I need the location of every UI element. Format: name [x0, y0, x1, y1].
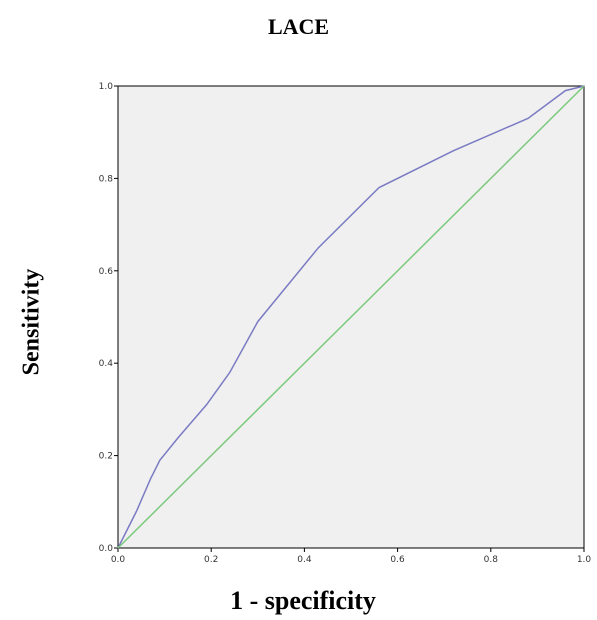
- y-tick-label: 0.0: [99, 544, 114, 554]
- ticks-group: 0.0 0.2 0.4 0.6 0.8 1.0 0.0 0.2 0.4 0.6 0.8 1.0: [99, 82, 592, 565]
- roc-curve-line: [117, 85, 585, 549]
- x-axis-label: 1 - specificity: [230, 586, 376, 615]
- x-tick-label: 0.8: [484, 555, 499, 565]
- x-tick-label: 1.0: [577, 555, 592, 565]
- y-tick-label: 1.0: [99, 82, 114, 92]
- series-group: [117, 85, 585, 549]
- x-tick-label: 0.6: [390, 555, 405, 565]
- x-tick-label: 0.4: [297, 555, 312, 565]
- y-tick-label: 0.8: [99, 174, 114, 184]
- chart-title: LACE: [267, 14, 330, 39]
- y-axis-label: Sensitivity: [18, 268, 45, 376]
- reference-diagonal-line: [117, 85, 585, 549]
- y-tick-label: 0.2: [99, 452, 113, 462]
- y-tick-label: 0.4: [99, 359, 114, 369]
- x-tick-label: 0.2: [204, 555, 218, 565]
- y-tick-label: 0.6: [99, 267, 114, 277]
- x-tick-label: 0.0: [111, 555, 126, 565]
